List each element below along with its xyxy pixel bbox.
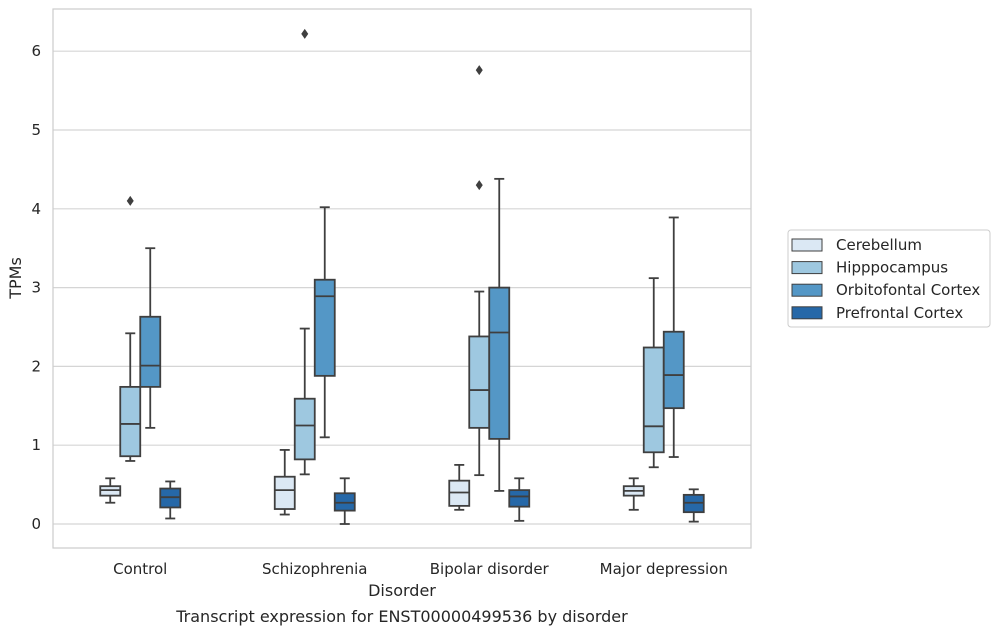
box-prefrontal-cortex-1: [333, 477, 356, 525]
box-prefrontal-cortex-3: [682, 488, 705, 523]
y-tick-label: 5: [31, 121, 41, 139]
y-tick-label: 4: [31, 200, 41, 218]
box-cerebellum-3: [622, 477, 645, 511]
box-body: [293, 397, 316, 461]
x-tick-label: Control: [113, 560, 167, 578]
outlier-point: [126, 195, 134, 206]
box-hipppocampus-0: [119, 195, 142, 462]
plot-frame: [52, 8, 752, 549]
box-body: [508, 489, 531, 508]
legend-label: Cerebellum: [836, 236, 922, 254]
box-body: [488, 286, 511, 440]
box-body: [273, 475, 296, 510]
box-cerebellum-2: [448, 463, 471, 511]
legend-swatch: [791, 238, 823, 252]
outlier-point: [475, 65, 483, 76]
box-cerebellum-1: [273, 449, 296, 516]
box-prefrontal-cortex-0: [159, 480, 182, 520]
y-tick-label: 0: [31, 515, 41, 533]
y-tick-labels: 0 1 2 3 4 5 6: [31, 42, 41, 533]
y-tick-label: 6: [31, 42, 41, 60]
box-cerebellum-0: [99, 477, 122, 504]
box-body: [139, 315, 162, 388]
legend-label: Orbitofontal Cortex: [836, 281, 980, 299]
y-axis-label: TPMs: [6, 257, 25, 300]
y-tick-label: 2: [31, 357, 41, 375]
box-orbitofontal-cortex-2: [488, 177, 511, 492]
legend-frame: [787, 229, 991, 328]
legend-label: Hipppocampus: [836, 259, 948, 277]
x-tick-labels: Control Schizophrenia Bipolar disorder Majo…: [113, 560, 728, 578]
boxes-layer: [99, 28, 705, 525]
legend-swatch: [791, 283, 823, 297]
box-body: [119, 385, 142, 458]
box-orbitofontal-cortex-1: [313, 206, 336, 439]
box-body: [642, 346, 665, 454]
x-tick-label: Schizophrenia: [262, 560, 367, 578]
x-axis-label: Disorder: [368, 581, 436, 600]
box-prefrontal-cortex-2: [508, 477, 531, 522]
outlier-point: [301, 28, 309, 39]
box-body: [468, 335, 491, 429]
x-tick-label: Bipolar disorder: [430, 560, 550, 578]
legend-label: Prefrontal Cortex: [836, 304, 963, 322]
x-tick-label: Major depression: [600, 560, 728, 578]
y-tick-label: 3: [31, 279, 41, 297]
chart-caption: Transcript expression for ENST0000049953…: [175, 607, 628, 626]
legend-swatch: [791, 261, 823, 275]
box-hipppocampus-1: [293, 28, 316, 476]
box-orbitofontal-cortex-0: [139, 247, 162, 429]
legend-swatch: [791, 306, 823, 320]
gridlines: [53, 50, 751, 525]
plot-area: [53, 9, 751, 548]
y-tick-label: 1: [31, 436, 41, 454]
legend: Cerebellum Hipppocampus Orbitofontal Corte…: [787, 229, 991, 328]
box-body: [313, 278, 336, 377]
outlier-point: [475, 180, 483, 191]
box-body: [662, 330, 685, 410]
box-orbitofontal-cortex-3: [662, 216, 685, 458]
